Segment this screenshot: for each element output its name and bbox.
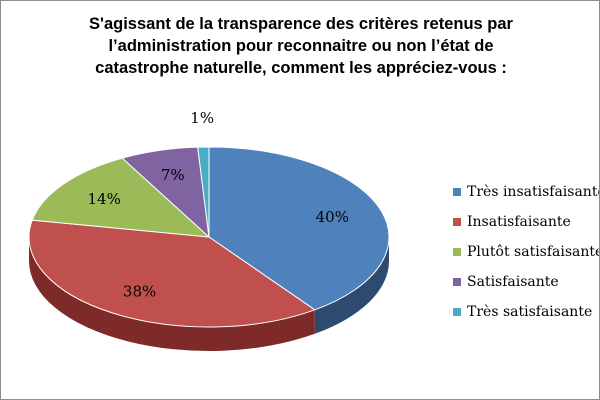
pie-slice-insatisfaisante [28, 219, 316, 328]
legend-swatch [453, 308, 461, 316]
legend-label: Satisfaisante [467, 274, 559, 290]
data-labels: 40% 38% 14% 7% 1% [88, 109, 349, 301]
legend-swatch [453, 218, 461, 226]
data-label-tres-insatisfaisante: 40% [316, 208, 349, 226]
legend-swatch [453, 278, 461, 286]
legend-item-satisfaisante: Satisfaisante [453, 267, 599, 297]
pie-sides [29, 237, 389, 351]
legend-label: Très satisfaisante [467, 304, 593, 320]
pie-slice-tres-insatisfaisante [208, 146, 390, 311]
pie-slices [28, 146, 390, 328]
legend-item-tres-insatisfaisante: Très insatisfaisante [453, 177, 600, 207]
data-label-plutot-satisfaisante: 14% [88, 190, 121, 208]
pie-slice-plutot-satisfaisante [31, 157, 211, 238]
legend-label: Plutôt satisfaisante [467, 244, 600, 260]
legend-label: Très insatisfaisante [467, 184, 600, 200]
legend-swatch [453, 188, 461, 196]
pie-side-tres-insatisfaisante [314, 237, 389, 334]
pie-slice-tres-satisfaisante [197, 146, 210, 238]
data-label-insatisfaisante: 38% [123, 283, 156, 301]
legend-label: Insatisfaisante [467, 214, 571, 230]
chart-legend: Très insatisfaisante Insatisfaisante Plutô… [453, 177, 600, 327]
legend-item-insatisfaisante: Insatisfaisante [453, 207, 599, 237]
pie-side-insatisfaisante [29, 237, 315, 351]
legend-item-plutot-satisfaisante: Plutôt satisfaisante [453, 237, 600, 267]
data-label-satisfaisante: 7% [161, 166, 185, 184]
chart-title: S'agissant de la transparence des critèr… [89, 15, 513, 77]
legend-swatch [453, 248, 461, 256]
legend-item-tres-satisfaisante: Très satisfaisante [453, 297, 599, 327]
data-label-tres-satisfaisante: 1% [190, 109, 214, 127]
